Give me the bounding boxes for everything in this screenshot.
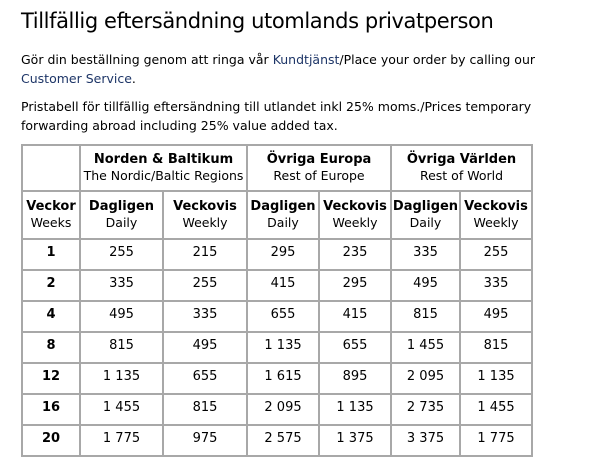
price-cell: 415 <box>246 269 320 302</box>
price-cell: 1 455 <box>79 393 164 426</box>
price-cell: 495 <box>79 300 164 333</box>
freq-header-en: Weekly <box>332 215 378 230</box>
price-cell: 815 <box>459 331 533 364</box>
price-cell: 1 775 <box>79 424 164 457</box>
freq-header-en: Daily <box>409 215 442 230</box>
region-name-sv: Norden & Baltikum <box>93 152 234 167</box>
price-cell: 1 455 <box>459 393 533 426</box>
price-cell: 235 <box>318 238 392 271</box>
freq-header-cell: Veckovis Weekly <box>162 190 248 240</box>
table-row: 8 815 495 1 135 655 1 455 815 <box>21 331 533 364</box>
region-name-sv: Övriga Europa <box>266 152 372 167</box>
price-cell: 815 <box>79 331 164 364</box>
weeks-cell: 2 <box>21 269 81 302</box>
weeks-cell: 20 <box>21 424 81 457</box>
price-cell: 1 775 <box>459 424 533 457</box>
region-name-en: Rest of Europe <box>273 168 365 183</box>
region-header-europa: Övriga Europa Rest of Europe <box>246 144 392 192</box>
price-cell: 1 615 <box>246 362 320 395</box>
freq-header-sv: Dagligen <box>88 199 155 214</box>
price-cell: 335 <box>390 238 461 271</box>
pricing-table: Norden & Baltikum The Nordic/Baltic Regi… <box>21 144 533 457</box>
weeks-header-cell: Veckor Weeks <box>21 190 81 240</box>
price-cell: 655 <box>318 331 392 364</box>
freq-header-sv: Veckovis <box>173 199 237 214</box>
price-cell: 2 575 <box>246 424 320 457</box>
price-cell: 2 095 <box>390 362 461 395</box>
price-cell: 895 <box>318 362 392 395</box>
weeks-header-en: Weeks <box>30 215 72 230</box>
price-cell: 255 <box>79 238 164 271</box>
price-cell: 415 <box>318 300 392 333</box>
freq-header-cell: Veckovis Weekly <box>318 190 392 240</box>
price-cell: 295 <box>318 269 392 302</box>
price-cell: 975 <box>162 424 248 457</box>
price-cell: 335 <box>162 300 248 333</box>
freq-header-en: Daily <box>267 215 299 230</box>
kundtjanst-link[interactable]: Kundtjänst <box>272 52 340 67</box>
price-cell: 215 <box>162 238 248 271</box>
corner-cell <box>21 144 81 192</box>
page-title: Tillfällig eftersändning utomlands priva… <box>21 9 494 33</box>
intro-text-middle: /Place your order by calling our <box>339 52 536 67</box>
price-cell: 495 <box>390 269 461 302</box>
weeks-cell: 4 <box>21 300 81 333</box>
freq-header-cell: Dagligen Daily <box>246 190 320 240</box>
price-cell: 1 135 <box>79 362 164 395</box>
price-cell: 1 455 <box>390 331 461 364</box>
price-cell: 295 <box>246 238 320 271</box>
region-name-en: Rest of World <box>419 168 504 183</box>
customer-service-link[interactable]: Customer Service <box>21 71 132 86</box>
price-cell: 655 <box>162 362 248 395</box>
table-row: 4 495 335 655 415 815 495 <box>21 300 533 333</box>
price-cell: 2 735 <box>390 393 461 426</box>
freq-header-cell: Veckovis Weekly <box>459 190 533 240</box>
price-cell: 335 <box>459 269 533 302</box>
weeks-cell: 8 <box>21 331 81 364</box>
region-name-en: The Nordic/Baltic Regions <box>83 168 244 183</box>
frequency-header-row: Veckor Weeks Dagligen Daily Veckovis Wee… <box>21 190 533 240</box>
weeks-cell: 1 <box>21 238 81 271</box>
price-cell: 3 375 <box>390 424 461 457</box>
table-row: 16 1 455 815 2 095 1 135 2 735 1 455 <box>21 393 533 426</box>
price-cell: 655 <box>246 300 320 333</box>
price-cell: 1 135 <box>318 393 392 426</box>
region-header-varlden: Övriga Världen Rest of World <box>390 144 533 192</box>
freq-header-sv: Dagligen <box>250 199 316 214</box>
intro-text-after: . <box>131 71 136 86</box>
freq-header-sv: Dagligen <box>392 199 459 214</box>
table-row: 1 255 215 295 235 335 255 <box>21 238 533 271</box>
table-row: 20 1 775 975 2 575 1 375 3 375 1 775 <box>21 424 533 457</box>
freq-header-en: Daily <box>105 215 138 230</box>
price-cell: 1 135 <box>246 331 320 364</box>
freq-header-en: Weekly <box>182 215 228 230</box>
price-note-paragraph: Pristabell för tillfällig eftersändning … <box>21 99 532 133</box>
price-cell: 1 375 <box>318 424 392 457</box>
price-cell: 335 <box>79 269 164 302</box>
freq-header-sv: Veckovis <box>323 199 387 214</box>
weeks-header-sv: Veckor <box>26 199 76 214</box>
price-cell: 255 <box>459 238 533 271</box>
price-cell: 815 <box>390 300 461 333</box>
price-cell: 255 <box>162 269 248 302</box>
price-cell: 815 <box>162 393 248 426</box>
weeks-cell: 12 <box>21 362 81 395</box>
region-name-sv: Övriga Världen <box>406 152 517 167</box>
freq-header-cell: Dagligen Daily <box>79 190 164 240</box>
intro-text-before: Gör din beställning genom att ringa vår <box>21 52 273 67</box>
price-cell: 1 135 <box>459 362 533 395</box>
freq-header-en: Weekly <box>473 215 519 230</box>
price-cell: 2 095 <box>246 393 320 426</box>
price-cell: 495 <box>162 331 248 364</box>
price-cell: 495 <box>459 300 533 333</box>
region-header-norden: Norden & Baltikum The Nordic/Baltic Regi… <box>79 144 248 192</box>
table-row: 2 335 255 415 295 495 335 <box>21 269 533 302</box>
table-row: 12 1 135 655 1 615 895 2 095 1 135 <box>21 362 533 395</box>
freq-header-sv: Veckovis <box>464 199 528 214</box>
weeks-cell: 16 <box>21 393 81 426</box>
intro-paragraph: Gör din beställning genom att ringa vår … <box>21 50 590 88</box>
region-header-row: Norden & Baltikum The Nordic/Baltic Regi… <box>21 144 533 192</box>
freq-header-cell: Dagligen Daily <box>390 190 461 240</box>
